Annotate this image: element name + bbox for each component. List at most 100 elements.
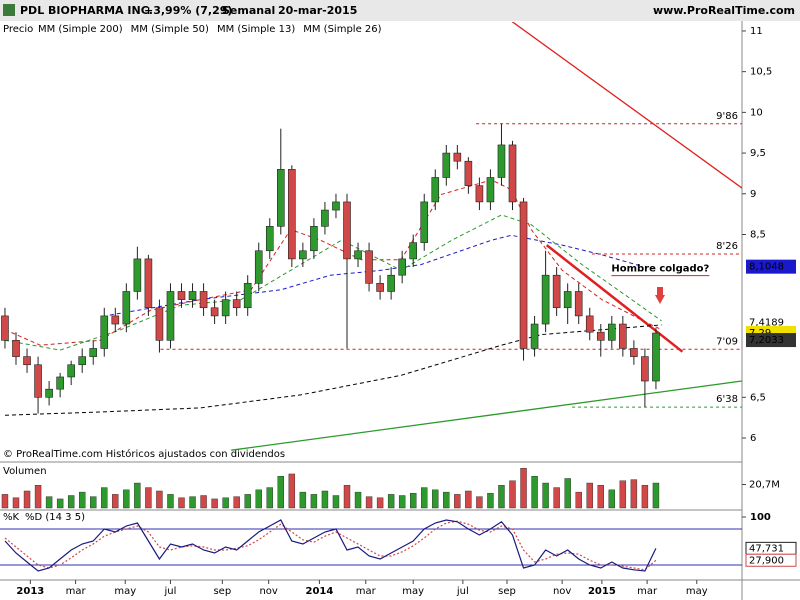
trendline — [231, 380, 742, 451]
candle-body — [166, 291, 175, 341]
volume-bar — [321, 490, 329, 509]
candle-body — [596, 331, 605, 341]
candle-body — [464, 160, 473, 186]
candle-body — [45, 388, 53, 398]
volume-bar — [354, 491, 362, 509]
level-label: 8'26 — [716, 241, 738, 252]
volume-bar — [178, 497, 185, 509]
volume-bar — [421, 487, 428, 509]
y-tick-label: 9,5 — [750, 148, 766, 159]
x-tick-label: jul — [456, 586, 469, 597]
price-label-box — [746, 333, 796, 348]
volume-bar — [520, 468, 527, 509]
candle-body — [199, 291, 208, 309]
volume-bar — [101, 487, 108, 509]
volume-bar — [652, 482, 660, 509]
volume-bar — [553, 487, 560, 509]
volume-bar — [343, 485, 351, 509]
candle-body — [23, 356, 31, 366]
date: 20-mar-2015 — [278, 4, 357, 17]
candle-body — [552, 274, 561, 309]
y-tick-label: 6 — [750, 433, 756, 444]
candle-body — [12, 340, 20, 357]
candle-body — [541, 274, 550, 325]
candle-body — [431, 177, 440, 203]
candle-body — [332, 201, 340, 211]
candle-body — [310, 226, 318, 252]
candle-body — [144, 258, 153, 309]
volume-bar — [465, 490, 472, 509]
volume-bar — [134, 482, 141, 509]
price-label: 7,2033 — [749, 335, 784, 346]
volume-bar — [586, 482, 593, 509]
volume-bar — [277, 476, 285, 509]
candle-body — [508, 144, 517, 203]
candle-body — [188, 291, 197, 300]
x-tick-label: mar — [66, 586, 87, 597]
candle-body — [585, 315, 594, 333]
header-bar — [0, 0, 800, 21]
candle-body — [387, 274, 395, 292]
candle-body — [122, 291, 131, 325]
price-plot — [1, 22, 742, 451]
candle-body — [652, 332, 660, 382]
volume-bar — [156, 490, 163, 509]
candle-body — [343, 201, 351, 260]
volume-bar — [509, 480, 516, 509]
candle-body — [321, 209, 329, 227]
candle-body — [78, 356, 86, 366]
volume-bar — [443, 491, 450, 509]
candle-body — [563, 291, 572, 309]
volume-bar — [200, 495, 207, 509]
level-label: 6'38 — [716, 394, 738, 405]
candle-body — [486, 177, 495, 203]
candle-body — [1, 315, 9, 341]
candle-body — [100, 315, 109, 349]
legend-entry: MM (Simple 26) — [303, 24, 381, 35]
x-tick-label: 2015 — [588, 586, 616, 597]
volume-bar — [90, 496, 97, 509]
legend-entry: MM (Simple 13) — [217, 24, 295, 35]
volume-bar — [123, 489, 130, 509]
y-tick-label: 9 — [750, 189, 756, 200]
volume-bar — [145, 487, 152, 509]
volume-bar — [56, 498, 64, 509]
annotation: Hombre colgado? — [611, 264, 709, 275]
stoch-k — [4, 519, 657, 572]
candle-body — [277, 169, 285, 227]
y-tick-label: 10 — [750, 107, 763, 118]
d-title: %D (14 3 5) — [25, 512, 85, 523]
period: Semanal — [222, 4, 275, 17]
volume-bar — [310, 494, 318, 509]
volume-bar — [112, 494, 119, 509]
legend-entry: MM (Simple 200) — [38, 24, 123, 35]
x-tick-label: mar — [637, 586, 658, 597]
candle-body — [56, 376, 64, 390]
legend: Precio — [3, 24, 33, 35]
x-tick-label: mar — [356, 586, 377, 597]
candle-body — [442, 152, 451, 178]
volume-bar — [641, 485, 649, 509]
volume-bar — [365, 496, 373, 509]
stoch-value-box — [745, 553, 797, 567]
candle-body — [288, 169, 296, 260]
stoch-tick-label: 100 — [750, 512, 771, 523]
price-label: 7,4189 — [749, 318, 784, 329]
volume-bar — [619, 480, 627, 509]
stoch-value-label: 47,731 — [749, 543, 784, 554]
candle-body — [221, 299, 230, 317]
price-label: 8,1048 — [749, 262, 784, 273]
volume-bar — [78, 491, 86, 509]
volume-bar — [454, 494, 461, 509]
candle-body — [376, 283, 384, 292]
volume-bar — [167, 494, 174, 509]
x-tick-label: may — [402, 586, 424, 597]
volume-bar — [630, 479, 638, 509]
moving-average — [4, 324, 662, 416]
stoch-value-label: 27,900 — [749, 555, 784, 566]
candle-body — [232, 299, 241, 309]
candle-body — [67, 364, 75, 378]
volume-bar — [255, 489, 262, 509]
volume-bar — [12, 497, 20, 509]
